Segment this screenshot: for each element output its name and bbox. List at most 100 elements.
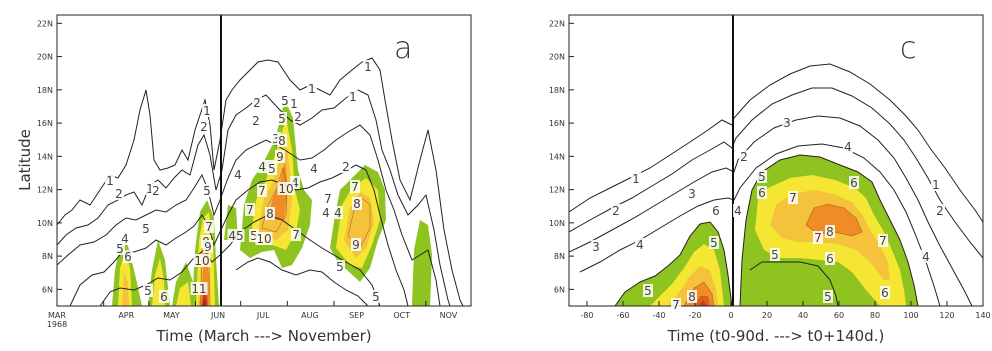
a-contour-label: 1 xyxy=(146,182,154,196)
c-contour-label: 3 xyxy=(592,240,600,254)
a-contour-label-bg xyxy=(267,162,277,175)
a-contour-label-bg xyxy=(371,290,381,303)
a-contour-label-bg xyxy=(145,182,155,195)
a-contour-label-bg xyxy=(341,160,351,173)
a-contour-label-bg xyxy=(190,282,208,295)
a-contour-label: 1 xyxy=(308,82,316,96)
c-y-tick-label: 22N xyxy=(549,19,565,28)
a-x-tick-label: NOV xyxy=(440,311,458,320)
c-contour-label: 8 xyxy=(826,225,834,239)
fill-level-9 xyxy=(694,296,710,306)
a-contour-label: 4 xyxy=(334,206,342,220)
a-contour-label: 2 xyxy=(294,110,302,124)
a-y-tick-label: 18N xyxy=(37,86,53,95)
y-axis-a: 6N 8N 10N 12N 14N 16N 18N 20N 22N xyxy=(37,19,62,294)
c-contour-label: 6 xyxy=(758,186,766,200)
x-axis-c: -80 -60 -40 -20 0 20 40 60 80 100 120 140 xyxy=(580,301,991,320)
a-contour-label: 1 xyxy=(203,104,211,118)
a-contour-label-bg xyxy=(199,120,209,133)
c-y-tick-label: 16N xyxy=(549,119,565,128)
a-contour-label: 10 xyxy=(256,232,271,246)
a-contour-label-bg xyxy=(363,60,373,73)
a-contour-label-bg xyxy=(350,180,360,193)
c-contour-label-bg xyxy=(782,116,792,129)
a-contour-label: 6 xyxy=(124,250,132,264)
a-contour-label-bg xyxy=(348,90,358,103)
c-contour-label-bg xyxy=(921,250,931,263)
c-contour-label: 3 xyxy=(783,116,791,130)
c-contour-label-bg xyxy=(878,234,888,247)
c-contour-label-bg xyxy=(631,172,641,185)
a-contour-label: 5 xyxy=(372,290,380,304)
c-contour-label: 4 xyxy=(636,238,644,252)
a-contour-label-bg xyxy=(307,82,317,95)
a-x-tick-label: JUN xyxy=(210,311,225,320)
a-contour-label-bg xyxy=(291,228,301,241)
c-y-tick-label: 10N xyxy=(549,219,565,228)
a-contour-label-bg xyxy=(251,114,261,127)
fill-level-11 xyxy=(203,298,206,306)
a-contour-label: 2 xyxy=(252,114,260,128)
a-contour-label: 3 xyxy=(272,132,280,146)
a-contour-label: 1 xyxy=(106,174,114,188)
a-contour-label: 2 xyxy=(115,187,123,201)
a-contour-label-bg xyxy=(227,229,245,242)
a-contour-label: 5 xyxy=(268,162,276,176)
a-contour-label-bg xyxy=(249,229,259,242)
a-x-tick-label: APR xyxy=(118,311,134,320)
a-y-tick-label: 16N xyxy=(37,119,53,128)
c-contour-label: 7 xyxy=(814,231,822,245)
a-contour-label-bg xyxy=(293,110,303,123)
a-contour-label-bg xyxy=(141,222,151,235)
a-contour-label: 2 xyxy=(152,184,160,198)
c-contour-label-bg xyxy=(671,298,681,311)
c-x-tick-label: -60 xyxy=(616,311,629,320)
a-contour-label-bg xyxy=(351,238,361,251)
a-contour-label: 8 xyxy=(266,207,274,221)
a-contour-label: 5 xyxy=(116,242,124,256)
a-contour-label: 2 xyxy=(200,120,208,134)
a-contour-label: 10 xyxy=(194,254,209,268)
a-contour-label: 4 xyxy=(121,232,129,246)
a-contour-label: 9 xyxy=(352,238,360,252)
fill-level-6 xyxy=(176,282,191,306)
plot-frame-c xyxy=(568,14,984,307)
c-contour-label: 5 xyxy=(710,236,718,250)
x-axis-title-c: Time (t0-90d. ---> t0+140d.) xyxy=(667,327,885,345)
c-contour-label-bg xyxy=(611,204,621,217)
a-contour-label: 8 xyxy=(353,197,361,211)
a-contour-label-bg xyxy=(151,184,161,197)
c-y-tick-label: 18N xyxy=(549,86,565,95)
a-contour-label-bg xyxy=(204,220,214,233)
c-contour-label-bg xyxy=(825,225,835,238)
a-contour-label: 5 xyxy=(250,229,258,243)
c-contour-label: 7 xyxy=(789,191,797,205)
a-contour-label-bg xyxy=(159,290,169,303)
a-contour-label: 4 xyxy=(234,168,242,182)
c-contour-label: 5 xyxy=(771,248,779,262)
a-contour-label-bg xyxy=(277,182,295,195)
c-contour-label: 4 xyxy=(844,140,852,154)
a-y-tick-label: 20N xyxy=(37,53,53,62)
a-contour-label: 7 xyxy=(324,192,332,206)
c-contour-label-bg xyxy=(739,150,749,163)
a-contour-label-bg xyxy=(352,197,362,210)
c-y-tick-label: 8N xyxy=(554,252,565,261)
c-contour-label: 2 xyxy=(936,204,944,218)
c-contour-label-bg xyxy=(880,286,890,299)
c-contour-label: 7 xyxy=(879,234,887,248)
c-contour-label-bg xyxy=(687,290,697,303)
c-contour-label-bg xyxy=(687,187,697,200)
a-x-tick-year: 1968 xyxy=(47,320,67,329)
y-axis-title-a: Latitude xyxy=(16,129,34,191)
c-contour-label-bg xyxy=(935,204,945,217)
c-contour-label: 8 xyxy=(688,290,696,304)
a-contour-label-bg xyxy=(245,203,255,216)
x-axis-title-a: Time (March ---> November) xyxy=(155,327,371,345)
a-contour-label: 9 xyxy=(276,150,284,164)
c-x-tick-label: -20 xyxy=(688,311,701,320)
c-x-tick-label: 100 xyxy=(903,311,918,320)
a-contour-label: 6 xyxy=(160,290,168,304)
a-contour-label-bg xyxy=(290,176,300,189)
a-contour-label: 5 xyxy=(336,260,344,274)
